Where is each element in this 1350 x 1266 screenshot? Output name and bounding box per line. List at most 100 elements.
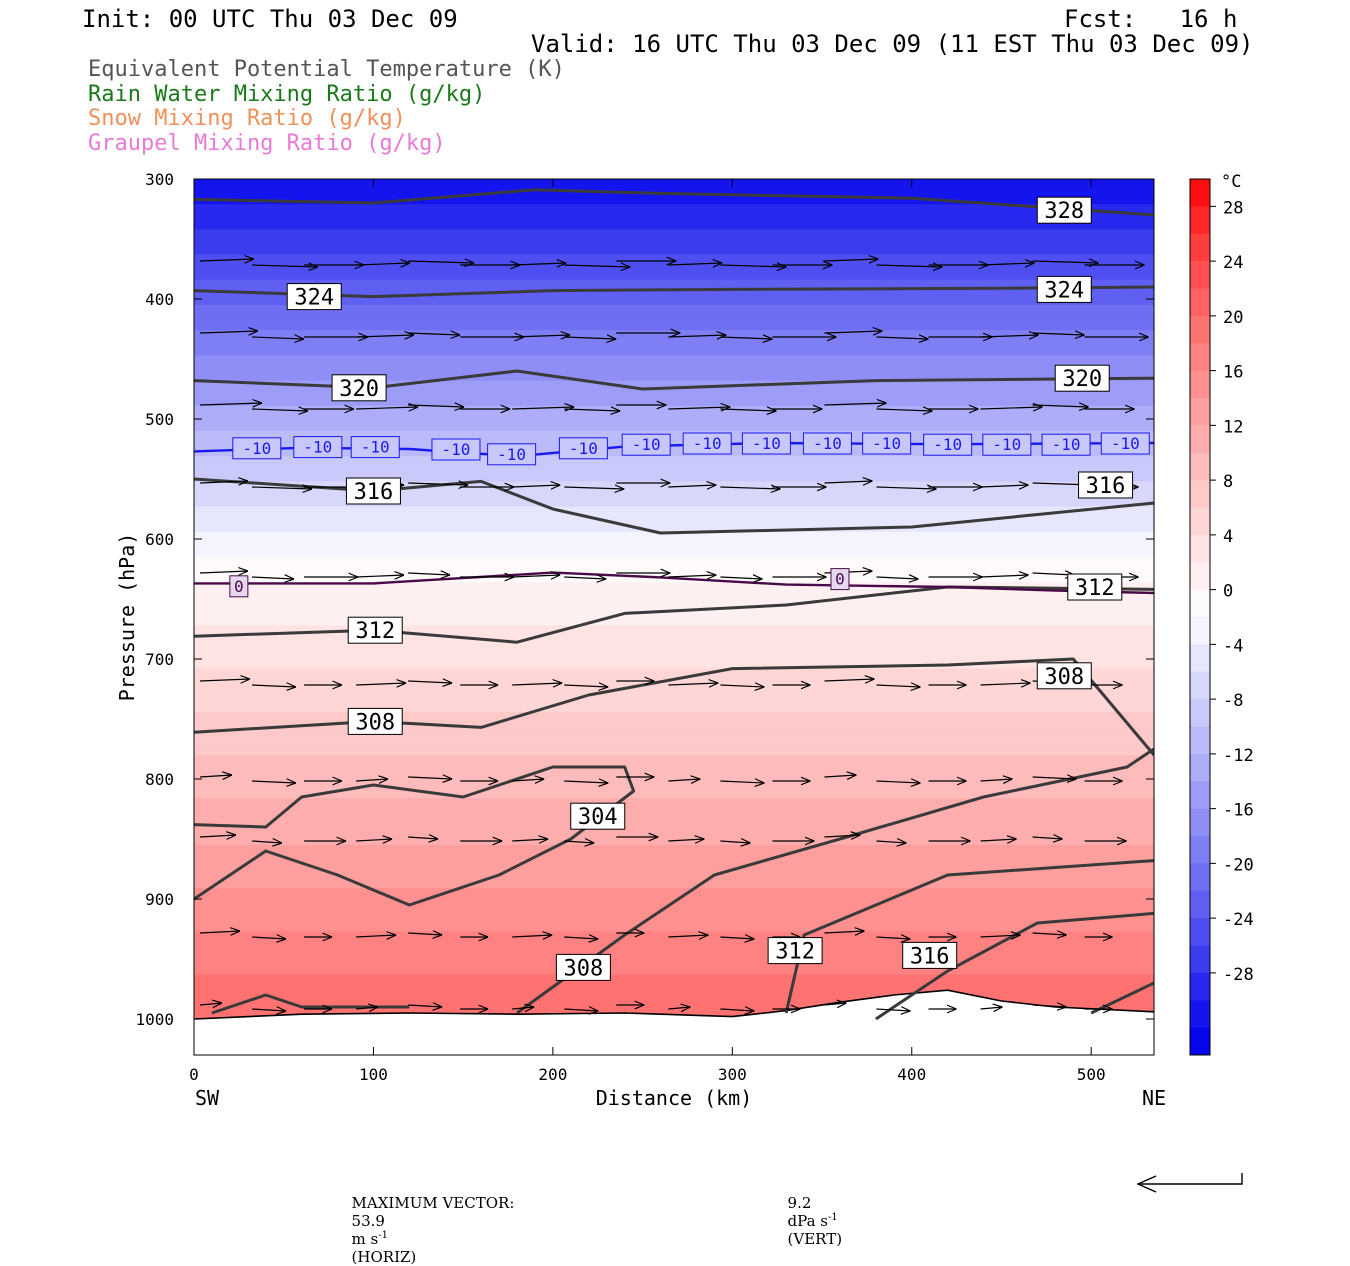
temperature-band xyxy=(194,672,1154,677)
temp-label-text: 0 xyxy=(234,577,244,596)
wind-vector xyxy=(720,487,780,489)
temperature-band xyxy=(194,405,1154,410)
colorbar-swatch xyxy=(1190,261,1210,289)
temperature-band xyxy=(194,283,1154,288)
temperature-band xyxy=(194,409,1154,414)
colorbar-swatch xyxy=(1190,534,1210,563)
temperature-band xyxy=(194,600,1154,605)
colorbar-swatch xyxy=(1190,507,1210,536)
theta-e-label-box xyxy=(347,616,403,644)
theta-e-label-box xyxy=(345,477,401,505)
wind-vector xyxy=(1032,933,1067,935)
temperature-band xyxy=(194,290,1154,295)
temp-label-box xyxy=(558,437,608,460)
wind-vector xyxy=(824,259,878,261)
wind-vector xyxy=(199,571,248,573)
temperature-band xyxy=(194,251,1154,256)
temperature-band xyxy=(194,798,1154,803)
temperature-band xyxy=(194,211,1154,216)
wind-vector xyxy=(876,937,910,939)
temperature-band xyxy=(194,524,1154,529)
wind-vector xyxy=(824,1003,846,1005)
theta-e-label: 316 xyxy=(345,477,401,505)
temperature-band xyxy=(194,989,1154,994)
temperature-band xyxy=(194,215,1154,220)
wind-vector xyxy=(408,405,464,407)
temperature-band xyxy=(194,225,1154,230)
wind-vector xyxy=(668,575,716,577)
theta-e-label-text: 308 xyxy=(564,956,604,981)
temperature-band xyxy=(194,470,1154,475)
theta-e-label: 304 xyxy=(570,802,626,830)
wind-vector xyxy=(408,837,438,839)
temperature-band xyxy=(194,852,1154,857)
temperature-band xyxy=(194,402,1154,407)
legend-graupel: Graupel Mixing Ratio (g/kg) xyxy=(88,131,446,156)
x-tick-label: 0 xyxy=(189,1065,199,1084)
temperature-band xyxy=(194,715,1154,720)
theta-e-contour xyxy=(194,765,636,907)
colorbar-swatch xyxy=(1190,945,1210,974)
horiz-unit: m s xyxy=(351,1230,379,1248)
colorbar-swatch xyxy=(1190,480,1210,508)
vert-value: 9.2 xyxy=(787,1194,812,1212)
colorbar-swatch xyxy=(1190,425,1210,454)
temp-label: -10 xyxy=(923,433,973,456)
temperature-band xyxy=(194,751,1154,756)
temp-label: -10 xyxy=(982,433,1032,456)
temperature-band xyxy=(194,949,1154,954)
wind-vector xyxy=(668,1007,690,1009)
temp-label-box xyxy=(487,443,537,466)
temperature-band xyxy=(194,380,1154,385)
temperature-band xyxy=(194,740,1154,745)
max-vector-label: MAXIMUM VECTOR: xyxy=(351,1194,515,1212)
temperature-band xyxy=(194,996,1154,1001)
wind-vector xyxy=(199,1003,222,1005)
temp-label-box xyxy=(232,437,282,460)
theta-e-label-text: 324 xyxy=(294,286,334,311)
temperature-band xyxy=(194,308,1154,313)
temp-label: -10 xyxy=(232,437,282,460)
temperature-band xyxy=(194,420,1154,425)
temperature-band xyxy=(194,366,1154,371)
theta-e-label-text: 304 xyxy=(578,805,618,830)
temperature-band xyxy=(194,571,1154,576)
wind-vector xyxy=(668,839,704,841)
colorbar-tick-label: -28 xyxy=(1223,965,1254,985)
colorbar-tick-label: 24 xyxy=(1223,253,1243,273)
colorbar: °C 28 24 20 16 12 8 4 0 -4 -8 -12 -16 -20 -24 -28 xyxy=(1189,172,1254,1056)
temperature-band xyxy=(194,549,1154,554)
temperature-band xyxy=(194,679,1154,684)
temperature-band xyxy=(194,816,1154,821)
colorbar-swatch xyxy=(1190,315,1210,344)
temperature-band xyxy=(194,373,1154,378)
temperature-band xyxy=(194,931,1154,936)
wind-vector xyxy=(408,933,442,935)
temperature-band xyxy=(194,344,1154,349)
wind-vector xyxy=(720,337,772,339)
wind-vector xyxy=(512,683,562,685)
temperature-band xyxy=(194,179,1154,184)
wind-vector xyxy=(876,409,932,411)
colorbar-tick-label: -8 xyxy=(1223,691,1243,711)
colorbar-swatch xyxy=(1190,808,1210,837)
temperature-band xyxy=(194,247,1154,252)
temperature-band xyxy=(194,769,1154,774)
temp-label: -10 xyxy=(1041,433,1091,456)
wind-vector xyxy=(720,841,750,843)
temperature-band xyxy=(194,787,1154,792)
temperature-band xyxy=(194,866,1154,871)
wind-vector xyxy=(668,263,722,265)
temp-label-box xyxy=(802,432,852,455)
temperature-band xyxy=(194,517,1154,522)
wind-vector xyxy=(199,931,240,933)
wind-vector xyxy=(356,779,388,781)
temperature-band xyxy=(194,805,1154,810)
wind-vector xyxy=(876,841,906,843)
wind-vector xyxy=(1032,333,1085,335)
theta-e-label-text: 312 xyxy=(355,619,395,644)
temperature-band xyxy=(194,920,1154,925)
temperature-band xyxy=(194,834,1154,839)
wind-vector xyxy=(408,483,468,485)
temp-label-text: -10 xyxy=(242,439,271,458)
